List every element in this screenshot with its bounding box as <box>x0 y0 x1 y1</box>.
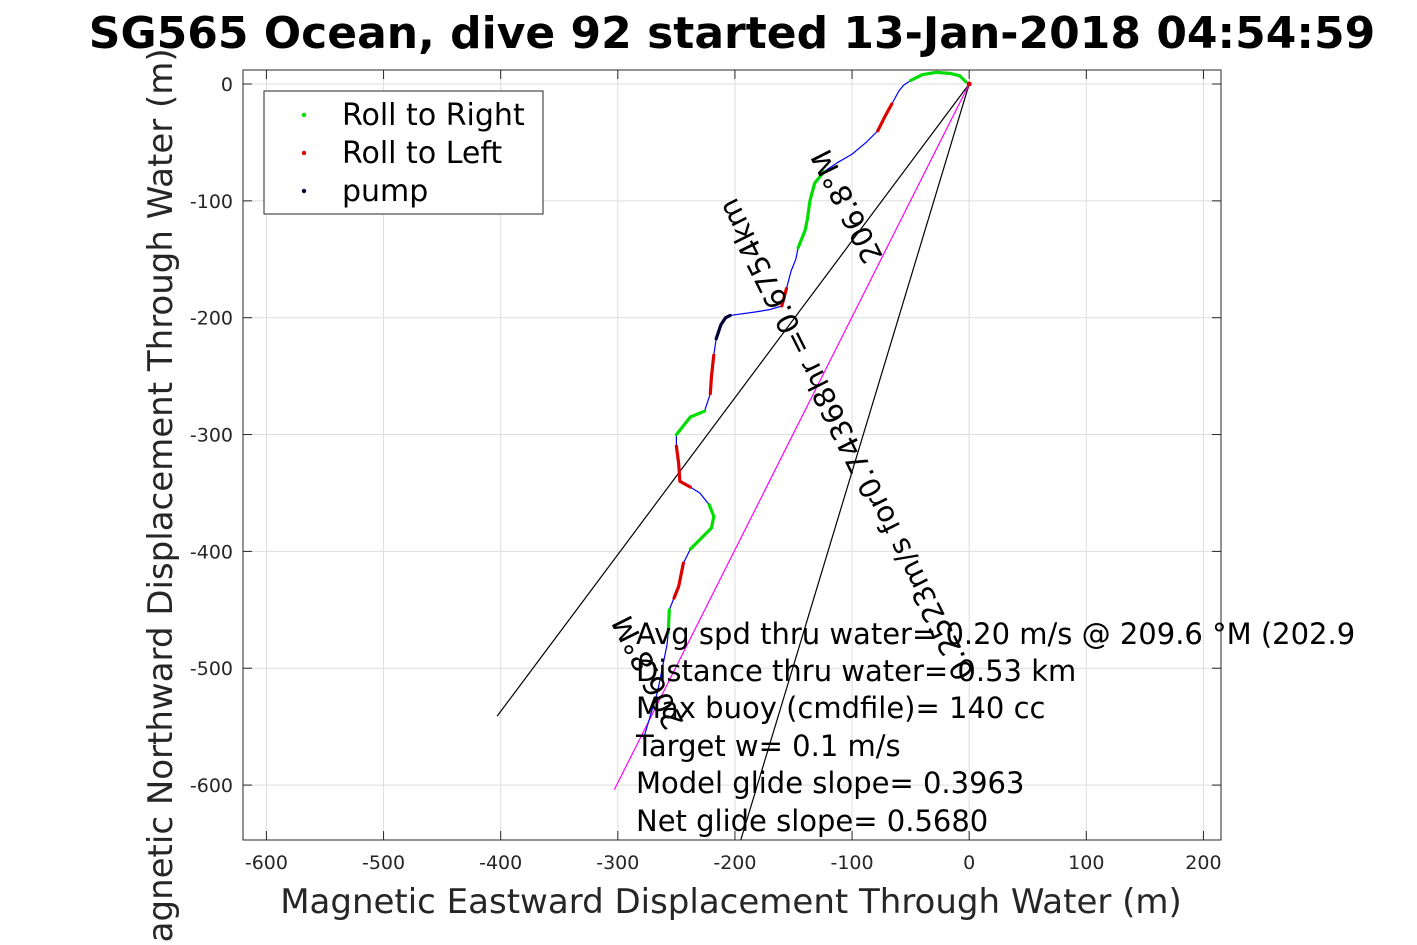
y-tick-label: -600 <box>190 775 233 797</box>
y-tick-label: 0 <box>221 74 233 96</box>
track-segment-pump <box>714 313 732 341</box>
annotation-distance: Distance thru water= 0.53 km <box>636 654 1076 688</box>
track-segment-roll-to-right <box>674 409 707 437</box>
y-tick-label: -400 <box>190 541 233 563</box>
track-segment-roll-to-right <box>909 70 968 84</box>
x-axis-label: Magnetic Eastward Displacement Through W… <box>280 882 1182 922</box>
track-segment-roll-to-right <box>796 170 826 250</box>
legend-marker-roll-left <box>301 150 307 156</box>
x-tick-label: -400 <box>479 852 522 874</box>
track-segment-roll-to-left <box>672 561 685 600</box>
track-segment-roll-to-left <box>708 353 716 396</box>
x-tick-label: -600 <box>245 852 288 874</box>
track-segment-roll-to-right <box>688 503 716 551</box>
annotation-net-glide: Net glide slope= 0.5680 <box>636 804 988 838</box>
x-tick-label: -300 <box>596 852 639 874</box>
track-start-marker <box>966 81 972 87</box>
x-tick-label: -100 <box>830 852 873 874</box>
annotation-target-w: Target w= 0.1 m/s <box>635 729 901 763</box>
x-tick-label: 200 <box>1185 852 1221 874</box>
legend: Roll to Right Roll to Left pump <box>263 90 544 215</box>
legend-label-pump: pump <box>342 174 428 209</box>
y-tick-label: -500 <box>190 658 233 680</box>
annotation-max-buoy: Max buoy (cmdfile)= 140 cc <box>636 691 1045 725</box>
chart-title: SG565 Ocean, dive 92 started 13-Jan-2018… <box>89 8 1375 59</box>
reference-line-mean-heading <box>613 83 970 791</box>
legend-marker-roll-right <box>301 112 307 118</box>
legend-box <box>263 90 544 215</box>
plot-frame <box>242 69 1222 841</box>
x-tick-label: 0 <box>963 852 975 874</box>
x-tick-label: 100 <box>1068 852 1104 874</box>
y-tick-label: -200 <box>190 308 233 330</box>
track-segment-roll-to-left <box>780 286 789 308</box>
reference-line-cone-right <box>740 83 970 840</box>
track-segment-roll-to-left <box>674 444 692 489</box>
legend-label-roll-right: Roll to Right <box>342 98 525 133</box>
stats-annotations: Avg spd thru water= 0.20 m/s @ 209.6 °M … <box>635 617 1355 838</box>
reference-line-cone-left <box>496 83 970 717</box>
x-tick-label: -200 <box>713 852 756 874</box>
y-axis-label: Magnetic Northward Displacement Through … <box>141 48 181 945</box>
annotation-avg-speed: Avg spd thru water= 0.20 m/s @ 209.6 °M … <box>636 617 1355 651</box>
y-tick-label: -100 <box>190 191 233 213</box>
track-segment-roll-to-left <box>876 102 894 133</box>
x-tick-label: -500 <box>362 852 405 874</box>
y-tick-label: -300 <box>190 425 233 447</box>
track-segment-roll-to-right <box>666 608 671 635</box>
legend-label-roll-left: Roll to Left <box>342 136 502 171</box>
legend-marker-pump <box>301 188 307 194</box>
annotation-model-glide: Model glide slope= 0.3963 <box>636 766 1024 800</box>
